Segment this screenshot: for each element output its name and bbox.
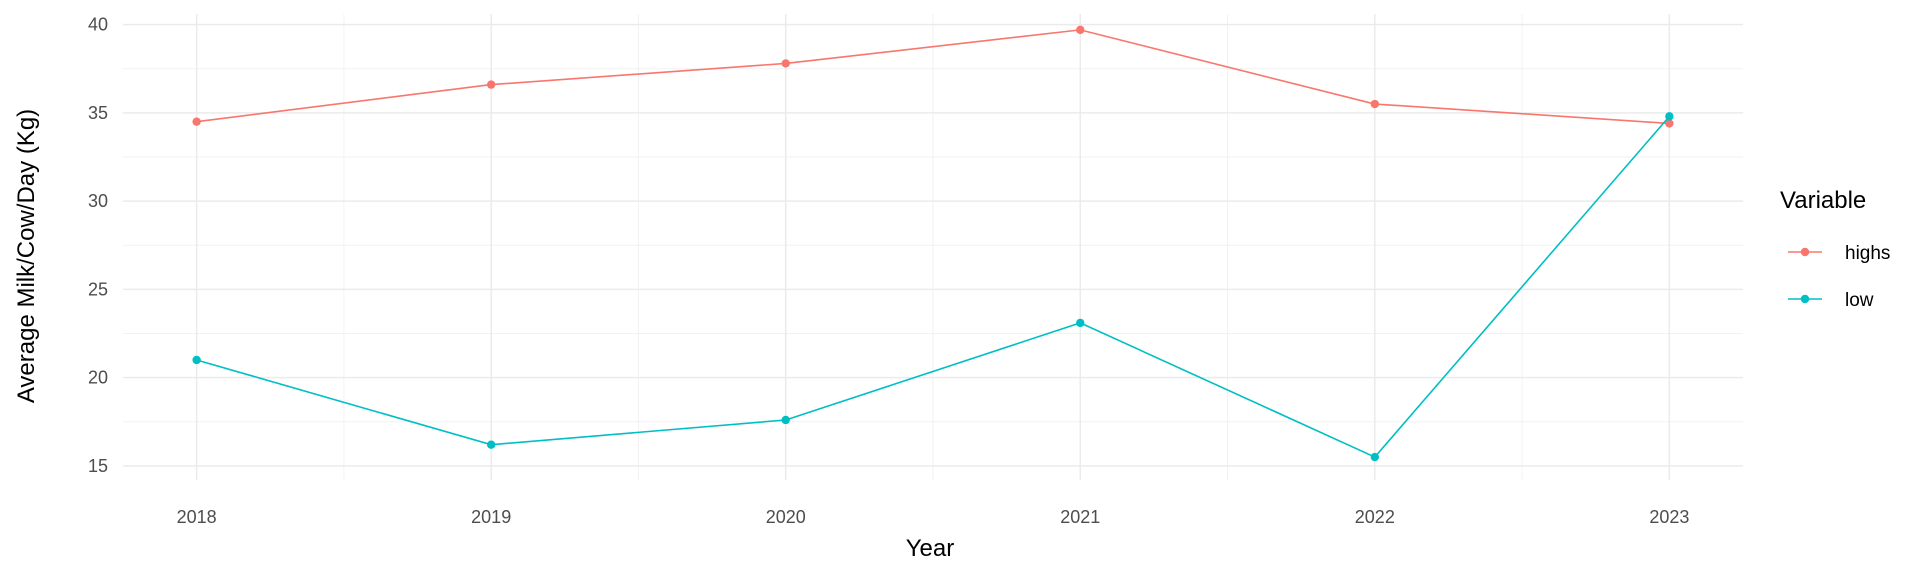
x-axis-tick-labels: 2018 2019 2020 2021 2022 2023	[177, 507, 1690, 527]
x-tick-label: 2023	[1649, 507, 1689, 527]
data-point-low	[1076, 318, 1085, 328]
legend-title: Variable	[1780, 187, 1866, 214]
data-point-highs	[781, 59, 790, 68]
y-tick-label: 15	[88, 456, 108, 476]
series-line-low	[196, 115, 1670, 459]
y-axis-tick-labels: 15 20 25 30 35 40	[88, 15, 108, 476]
legend-label-low: low	[1845, 290, 1874, 311]
x-tick-label: 2019	[471, 507, 511, 527]
y-tick-label: 25	[88, 279, 108, 299]
x-tick-label: 2018	[177, 507, 217, 527]
legend-label-highs: highs	[1845, 243, 1890, 264]
y-tick-label: 20	[88, 368, 108, 388]
data-point-highs	[1370, 99, 1380, 109]
data-point-highs	[486, 80, 496, 89]
x-tick-label: 2022	[1355, 507, 1395, 527]
data-point-low	[1665, 112, 1674, 121]
x-tick-label: 2021	[1060, 507, 1100, 527]
data-point-low	[781, 415, 790, 425]
grid-major-lines	[123, 14, 1743, 480]
grid-minor-lines	[123, 14, 1743, 480]
y-tick-label: 35	[88, 103, 108, 123]
series-line-highs	[196, 29, 1670, 125]
data-point-low	[1370, 452, 1380, 462]
legend-key-point-highs	[1800, 247, 1810, 257]
legend: Variable highs low	[1780, 187, 1890, 311]
data-point-low	[192, 355, 201, 365]
data-point-low	[486, 440, 496, 449]
series-layer	[192, 25, 1674, 462]
data-point-highs	[1665, 119, 1674, 128]
x-axis-title: Year	[906, 535, 955, 562]
y-tick-label: 40	[88, 15, 108, 35]
x-tick-label: 2020	[766, 507, 806, 527]
legend-items: highs low	[1788, 243, 1890, 311]
data-point-highs	[192, 117, 201, 126]
y-tick-label: 30	[88, 191, 108, 211]
legend-key-point-low	[1800, 294, 1810, 304]
data-point-highs	[1076, 25, 1085, 35]
y-axis-title: Average Milk/Cow/Day (Kg)	[13, 109, 40, 403]
